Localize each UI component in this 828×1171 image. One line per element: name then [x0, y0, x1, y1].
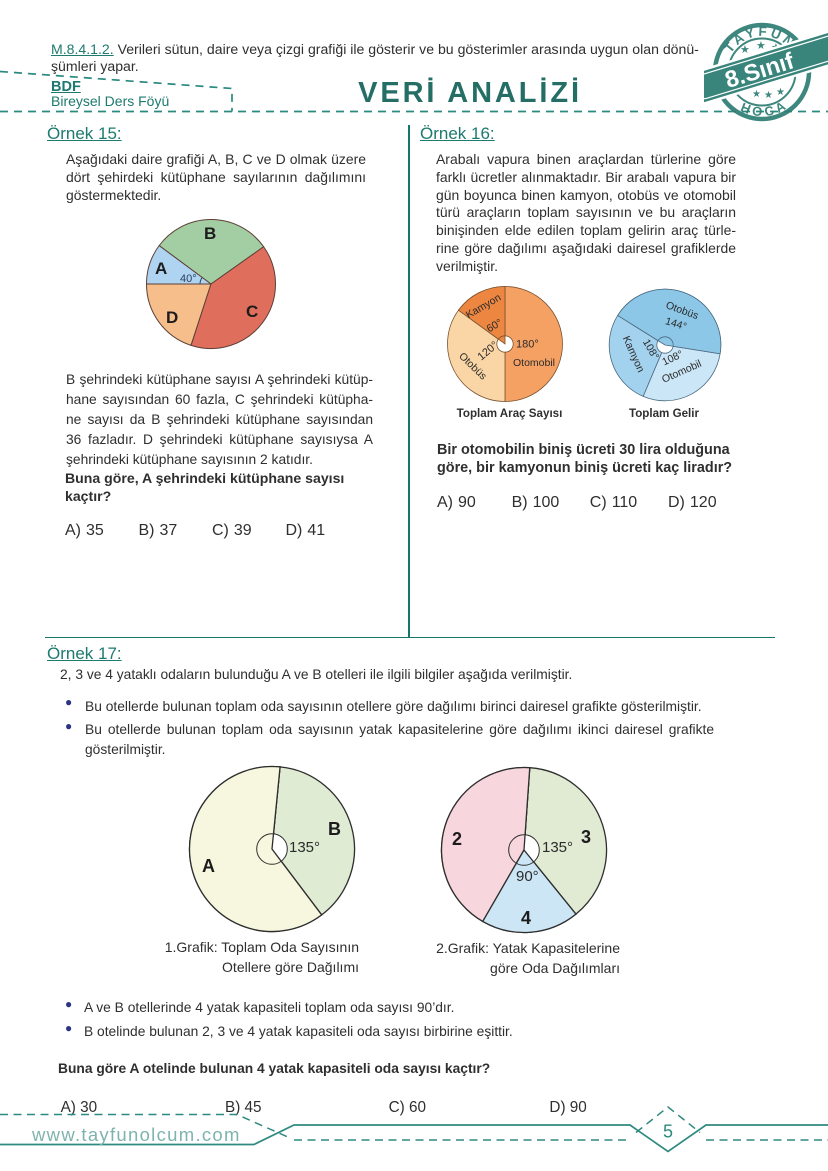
svg-text:★: ★	[756, 40, 766, 52]
svg-text:★: ★	[776, 87, 785, 98]
svg-text:★: ★	[764, 90, 773, 101]
svg-text:★: ★	[752, 89, 761, 100]
svg-text:5: 5	[663, 1122, 673, 1142]
svg-text:www.tayfunolcum.com: www.tayfunolcum.com	[31, 1124, 241, 1145]
svg-text:★: ★	[740, 44, 750, 56]
svg-text:Otomobil: Otomobil	[513, 357, 555, 369]
svg-text:180°: 180°	[516, 339, 539, 351]
svg-text:HOCA: HOCA	[739, 97, 791, 120]
